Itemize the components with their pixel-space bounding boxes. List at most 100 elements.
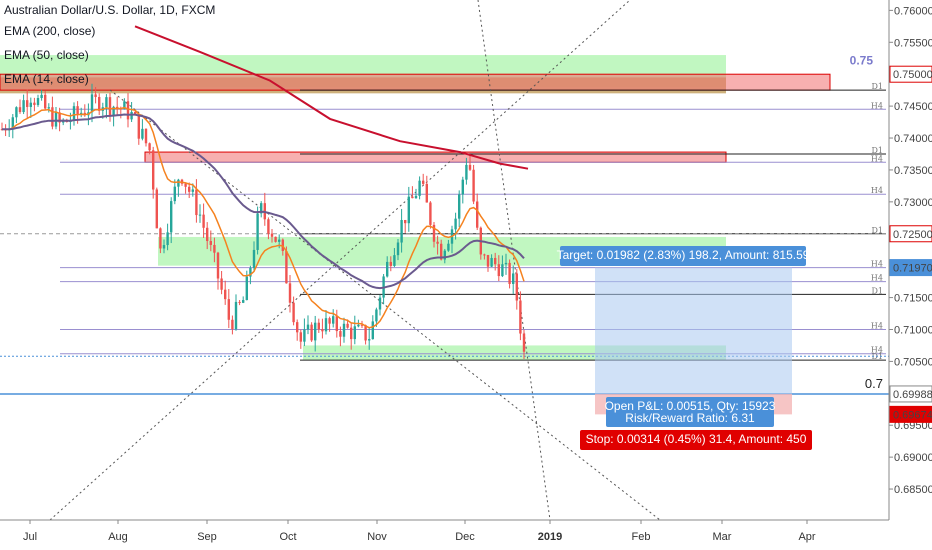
- candle-body: [389, 261, 392, 266]
- candle-body: [364, 325, 367, 341]
- candle-body: [314, 322, 317, 341]
- candle-body: [375, 309, 378, 322]
- candle-body: [310, 324, 313, 341]
- candle-body: [335, 316, 338, 332]
- candle-body: [515, 273, 518, 301]
- candle-body: [447, 243, 450, 251]
- price-badge: [889, 385, 932, 403]
- candle-body: [497, 264, 500, 277]
- stop-label: Stop: 0.00314 (0.45%) 31.4, Amount: 450: [580, 430, 812, 450]
- y-tick-label: 0.74500: [894, 101, 932, 113]
- candle-body: [432, 224, 436, 242]
- y-tick-label: 0.68500: [894, 484, 932, 496]
- candle-body: [245, 276, 248, 301]
- candle-body: [159, 228, 162, 249]
- level-tag: D1: [871, 146, 883, 155]
- candle-body: [152, 150, 155, 190]
- level-tag: H4: [871, 260, 883, 269]
- candle-body: [224, 289, 227, 300]
- candle-body: [328, 318, 331, 324]
- candle-body: [116, 106, 119, 109]
- ema14-line: [1, 106, 525, 329]
- y-tick-label: 0.75500: [894, 37, 932, 49]
- candle-body: [393, 255, 396, 266]
- x-tick-label: 2019: [538, 531, 562, 543]
- candle-body: [440, 243, 443, 260]
- round-level-075: 0.75: [850, 54, 874, 68]
- trendline-down: [109, 89, 661, 521]
- price-badge-label: 0.75000: [893, 69, 932, 81]
- candle-body: [292, 302, 295, 323]
- candle-body: [141, 128, 144, 139]
- candle-body: [404, 219, 407, 224]
- candle-body: [36, 98, 40, 105]
- candle-body: [303, 329, 306, 342]
- candle-body: [130, 111, 133, 120]
- candle-body: [22, 100, 25, 113]
- candle-body: [278, 239, 281, 242]
- candle-body: [324, 318, 328, 332]
- round-level-07: 0.7: [865, 376, 883, 391]
- candle-body: [512, 273, 515, 284]
- candle-body: [332, 316, 335, 324]
- price-badge: [889, 225, 932, 243]
- candle-body: [472, 169, 475, 202]
- y-tick-label: 0.69500: [894, 420, 932, 432]
- y-tick-label: 0.73500: [894, 165, 932, 177]
- target-zone: [595, 267, 792, 394]
- candle-body: [144, 128, 148, 144]
- candle-body: [411, 196, 414, 199]
- legend-ema50[interactable]: EMA (50, close): [4, 48, 89, 62]
- legend-ema200[interactable]: EMA (200, close): [4, 24, 96, 38]
- level-tag: D1: [871, 82, 883, 91]
- price-badge: [889, 405, 932, 423]
- y-tick-label: 0.70500: [894, 356, 932, 368]
- x-tick-label: Apr: [798, 531, 815, 543]
- candle-body: [72, 106, 76, 121]
- target-label-bg: [560, 246, 806, 266]
- level-tag: H4: [871, 346, 883, 355]
- candle-body: [134, 111, 137, 116]
- candle-body: [522, 333, 526, 352]
- candle-body: [105, 97, 108, 108]
- candle-body: [188, 186, 191, 192]
- candle-body: [249, 267, 252, 277]
- candle-body: [285, 250, 288, 284]
- candle-body: [465, 164, 468, 180]
- candle-body: [461, 179, 464, 195]
- candle-body: [436, 241, 439, 244]
- candle-body: [170, 201, 173, 233]
- x-tick-label: Oct: [279, 531, 296, 543]
- candle-body: [454, 218, 457, 230]
- legend-ema14[interactable]: EMA (14, close): [4, 72, 89, 86]
- price-badge-label: 0.72500: [893, 229, 932, 241]
- price-badge-label: 0.69674: [893, 409, 932, 421]
- candle-body: [281, 239, 284, 251]
- candle-body: [54, 112, 58, 127]
- candle-body: [58, 112, 61, 123]
- candle-body: [155, 189, 158, 229]
- candle-body: [29, 102, 32, 107]
- candle-body: [296, 322, 299, 333]
- candle-body: [11, 117, 14, 130]
- candle-body: [202, 214, 205, 228]
- x-tick-label: Feb: [632, 531, 651, 543]
- candle-body: [288, 283, 292, 303]
- candle-body: [400, 219, 403, 243]
- level-tag: H4: [871, 154, 883, 163]
- chart-title: Australian Dollar/U.S. Dollar, 1D, FXCM: [4, 3, 216, 17]
- x-tick-label: Dec: [455, 531, 475, 543]
- candle-body: [234, 301, 238, 330]
- candle-body: [274, 236, 277, 242]
- candle-body: [256, 213, 259, 250]
- pnl-label-text: Risk/Reward Ratio: 6.31: [625, 411, 755, 425]
- candle-body: [15, 107, 18, 118]
- candle-body: [468, 164, 472, 170]
- candle-body: [40, 94, 43, 99]
- candle-body: [108, 97, 112, 115]
- x-tick-label: Nov: [367, 531, 387, 543]
- candle-body: [51, 107, 54, 127]
- y-tick-label: 0.71000: [894, 324, 932, 336]
